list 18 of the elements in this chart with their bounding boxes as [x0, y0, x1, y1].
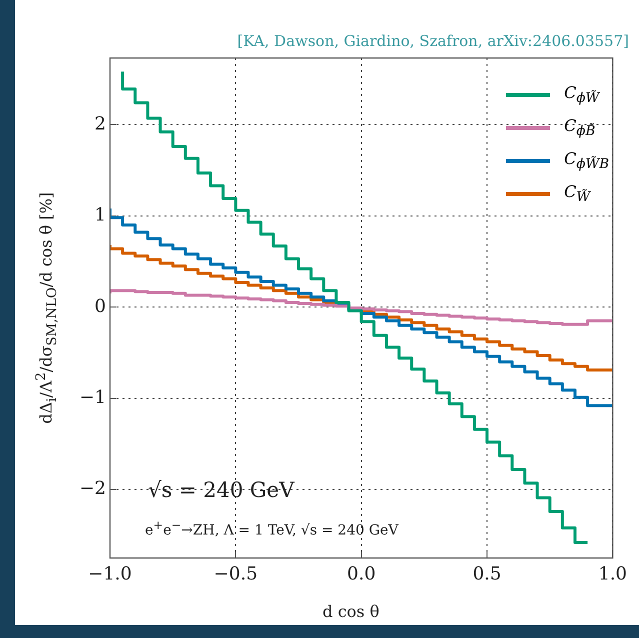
- legend-label: C$_{ϕB̃}$: [564, 116, 596, 140]
- x-tick-label: −1.0: [88, 563, 132, 584]
- x-axis-title: d cos θ: [322, 602, 380, 621]
- legend-label: C$_{ϕW̃}$: [564, 82, 600, 106]
- y-tick-label: −1: [79, 387, 106, 408]
- y-tick-label: 2: [94, 113, 106, 134]
- x-tick-label: −0.5: [214, 563, 258, 584]
- x-tick-label: 0.0: [347, 563, 376, 584]
- y-tick-label: −2: [79, 478, 106, 500]
- chart-title: [KA, Dawson, Giardino, Szafron, arXiv:2406.03557]: [237, 32, 629, 50]
- annotation: e$^{+}$e$^{−}$→ZH, Λ = 1 TeV, √s = 240 GeV: [145, 518, 398, 539]
- x-tick-label: 0.5: [472, 563, 502, 584]
- y-tick-label: 0: [94, 296, 106, 317]
- x-tick-label: 1.0: [598, 563, 628, 584]
- legend-label: C$_{W̃}$: [564, 182, 590, 206]
- legend-label: C$_{ϕW̃B}$: [564, 148, 609, 172]
- annotation: √s = 240 GeV: [148, 478, 294, 502]
- y-tick-label: 1: [94, 204, 106, 226]
